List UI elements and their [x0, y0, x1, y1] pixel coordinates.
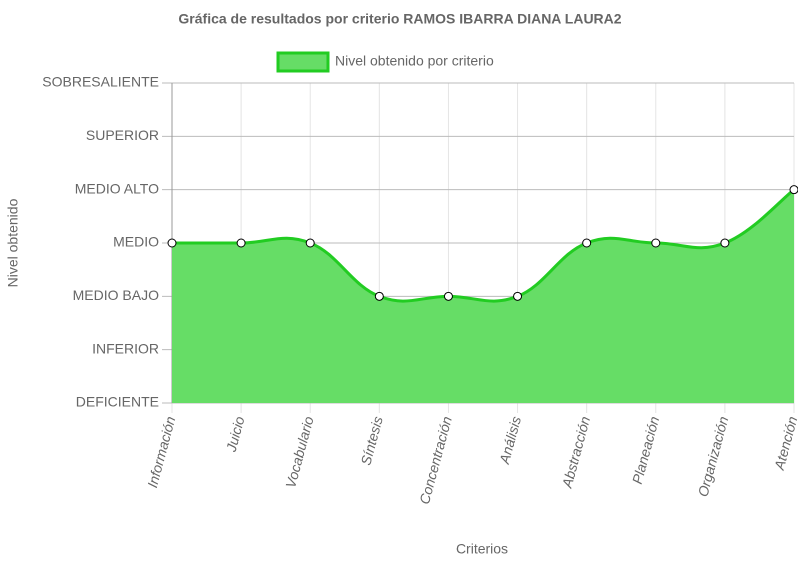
point [236, 238, 246, 248]
y-tick-label: DEFICIENTE [76, 394, 159, 410]
x-tick-label: Vocabulario [282, 414, 317, 489]
y-axis-title: Nivel obtenido [5, 198, 21, 287]
point [374, 291, 384, 301]
line [172, 188, 795, 303]
point [720, 238, 730, 248]
y-tick-label: SOBRESALIENTE [42, 74, 159, 90]
x-tick-label: Abstracción [558, 414, 593, 490]
point [443, 291, 453, 301]
point [513, 291, 523, 301]
y-tick-label: SUPERIOR [86, 127, 159, 143]
chart-title: Gráfica de resultados por criterio RAMOS… [178, 11, 621, 27]
y-tick-label: MEDIO BAJO [73, 287, 159, 303]
x-tick-label: Información [144, 414, 178, 489]
x-tick-label: Atención [771, 414, 798, 472]
y-tick-label: MEDIO ALTO [75, 180, 159, 196]
y-tick-label: INFERIOR [92, 340, 159, 356]
point [582, 238, 592, 248]
legend-swatch [276, 51, 330, 73]
x-tick-label: Análisis [496, 415, 524, 467]
x-axis-title: Criterios [456, 541, 508, 557]
legend-label: Nivel obtenido por criterio [335, 53, 494, 69]
x-tick-label: Síntesis [357, 415, 385, 467]
point [305, 238, 315, 248]
y-tick-label: MEDIO [113, 234, 159, 250]
x-tick-label: Organización [695, 414, 732, 498]
x-tick-label: Planeación [629, 414, 662, 485]
point [651, 238, 661, 248]
x-tick-label: Concentración [416, 414, 455, 506]
point [167, 238, 177, 248]
point [789, 185, 798, 195]
x-tick-label: Juicio [223, 414, 248, 454]
